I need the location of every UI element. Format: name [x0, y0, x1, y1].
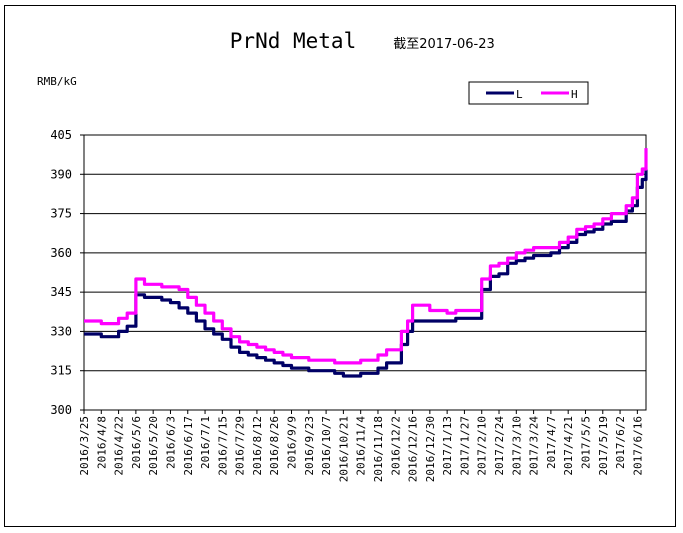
x-tick-label: 2016/10/7 — [320, 416, 333, 476]
chart-title: PrNd Metal — [230, 29, 356, 53]
series-line-h — [84, 148, 648, 365]
x-tick-label: 2016/3/25 — [78, 416, 91, 476]
chart-subtitle: 截至2017-06-23 — [393, 37, 495, 52]
x-tick-label: 2017/6/16 — [631, 416, 644, 476]
x-tick-label: 2017/5/5 — [579, 416, 592, 469]
y-axis: 300 315 330 345 360 375 390 405 — [50, 128, 84, 417]
y-tick-label: 360 — [50, 246, 72, 260]
x-tick-label: 2017/3/10 — [510, 416, 523, 476]
x-tick-label: 2017/1/27 — [458, 416, 471, 476]
x-tick-label: 2016/8/12 — [251, 416, 264, 476]
y-axis-label: RMB/kG — [37, 75, 77, 88]
x-tick-label: 2016/12/30 — [424, 416, 437, 482]
series-line-l — [84, 169, 648, 378]
x-tick-label: 2016/8/26 — [268, 416, 281, 476]
x-tick-label: 2016/5/20 — [147, 416, 160, 476]
series-lines — [84, 148, 648, 378]
x-tick-label: 2016/10/21 — [337, 416, 350, 482]
x-tick-label: 2016/5/6 — [130, 416, 143, 469]
x-tick-label: 2016/11/18 — [372, 416, 385, 482]
x-tick-label: 2017/2/24 — [493, 416, 506, 476]
x-tick-label: 2016/9/23 — [303, 416, 316, 476]
x-tick-label: 2016/11/4 — [355, 416, 368, 476]
legend-label-h: H — [571, 88, 578, 101]
y-tick-label: 330 — [50, 324, 72, 338]
x-tick-label: 2016/9/9 — [286, 416, 299, 469]
y-tick-label: 405 — [50, 128, 72, 142]
y-tick-label: 390 — [50, 167, 72, 181]
x-tick-label: 2017/1/13 — [441, 416, 454, 476]
x-tick-label: 2016/12/2 — [389, 416, 402, 476]
plot-area — [83, 134, 647, 411]
legend: L H — [468, 81, 589, 105]
x-tick-label: 2016/6/3 — [164, 416, 177, 469]
y-tick-label: 300 — [50, 403, 72, 417]
x-tick-label: 2017/3/24 — [528, 416, 541, 476]
x-axis: 2016/3/25 2016/4/8 2016/4/22 2016/5/6 2016/5… — [78, 410, 644, 482]
x-tick-label: 2016/7/29 — [234, 416, 247, 476]
x-tick-label: 2017/4/7 — [545, 416, 558, 469]
y-tick-label: 375 — [50, 207, 72, 221]
x-tick-label: 2017/2/10 — [476, 416, 489, 476]
x-tick-label: 2016/7/1 — [199, 416, 212, 469]
x-tick-label: 2016/4/8 — [95, 416, 108, 469]
x-tick-label: 2017/4/21 — [562, 416, 575, 476]
y-tick-label: 345 — [50, 285, 72, 299]
legend-box — [468, 81, 589, 105]
x-tick-label: 2016/7/15 — [216, 416, 229, 476]
x-tick-label: 2016/12/16 — [407, 416, 420, 482]
x-tick-label: 2016/6/17 — [182, 416, 195, 476]
x-tick-label: 2016/4/22 — [113, 416, 126, 476]
legend-label-l: L — [516, 88, 523, 101]
x-tick-label: 2017/6/2 — [614, 416, 627, 469]
y-tick-label: 315 — [50, 364, 72, 378]
gridlines — [84, 173, 646, 372]
x-tick-label: 2017/5/19 — [597, 416, 610, 476]
